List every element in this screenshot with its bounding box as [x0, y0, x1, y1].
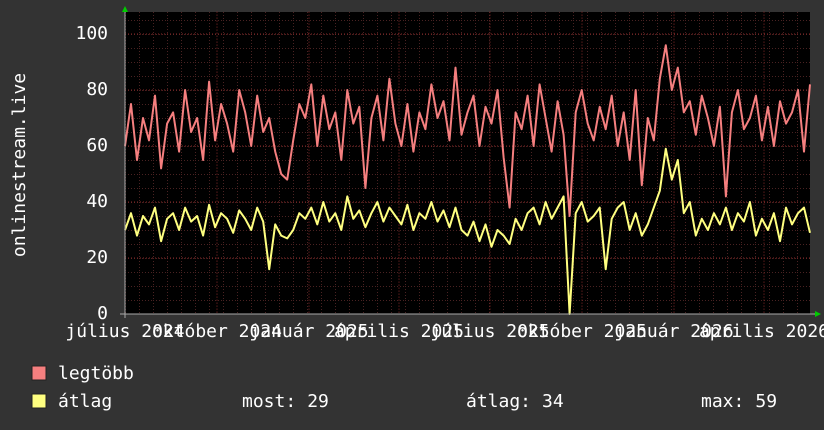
legend-swatch: [31, 393, 47, 409]
y-tick-label: 40: [86, 191, 108, 212]
stat-label: max:: [701, 391, 744, 412]
legend-swatch: [31, 365, 47, 381]
y-arrow: [122, 6, 128, 12]
x-tick-label: január 2025: [249, 321, 368, 342]
x-tick-label: január 2026: [614, 321, 733, 342]
x-tick-label: április 2026: [699, 321, 824, 342]
y-tick-label: 80: [86, 79, 108, 100]
y-tick-label: 100: [75, 23, 108, 44]
legend-label: átlag: [58, 391, 112, 412]
stat-label: most:: [242, 391, 296, 412]
series-line: [124, 147, 811, 315]
stat-label: átlag:: [466, 391, 531, 412]
x-tick-label: október 2025: [517, 321, 647, 342]
stat-value: 29: [307, 391, 329, 412]
x-tick-label: július 2025: [430, 321, 549, 342]
x-tick-label: július 2024: [65, 321, 184, 342]
stat-value: 59: [755, 391, 777, 412]
minor-grid: [125, 12, 810, 314]
stat: most: 29: [242, 391, 329, 412]
stat-value: 34: [542, 391, 564, 412]
x-tick-label: október 2024: [152, 321, 282, 342]
y-axis-label: onlinestream.live: [9, 73, 30, 257]
y-tick-label: 20: [86, 247, 108, 268]
stat: átlag: 34: [466, 391, 564, 412]
y-tick-label: 60: [86, 135, 108, 156]
legend-label: legtöbb: [58, 363, 134, 384]
lines: [124, 44, 811, 315]
stat: max: 59: [701, 391, 777, 412]
x-arrow: [815, 311, 821, 317]
y-tick-label: 0: [97, 303, 108, 324]
x-tick-label: április 2025: [334, 321, 464, 342]
series-line: [124, 44, 811, 217]
legend: legtöbb átlag most: 29 átlag: 34 max: 59: [31, 363, 777, 412]
